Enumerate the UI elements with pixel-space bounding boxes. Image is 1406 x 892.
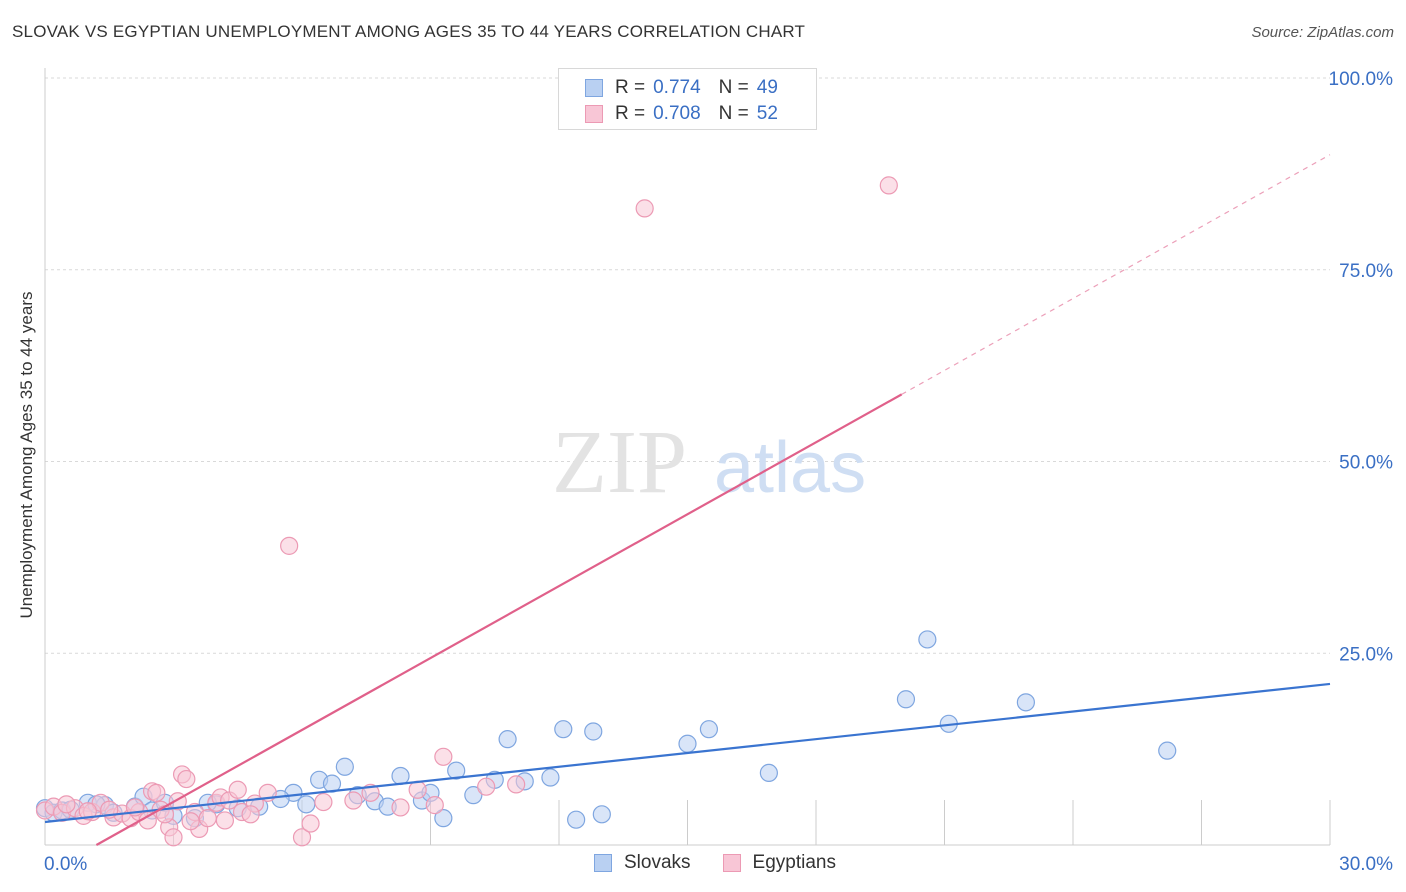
point-slovaks [896,690,916,709]
series-label-slovaks: Slovaks [624,852,691,873]
point-slovaks [699,720,719,739]
point-egyptians [507,775,526,794]
watermark-zip: ZIP [552,413,687,512]
point-slovaks [391,766,410,786]
point-egyptians [344,791,363,810]
trendline-egyptians-extension [901,154,1331,395]
y-tick-label: 50.0% [1339,453,1393,474]
point-egyptians [635,199,654,218]
y-tick-label: 75.0% [1339,261,1393,282]
point-egyptians [314,792,333,812]
point-egyptians [198,809,217,828]
point-egyptians [57,795,76,814]
point-egyptians [292,828,312,847]
point-egyptians [177,769,196,789]
y-tick-label: 100.0% [1329,69,1394,90]
legend-r-value: 0.708 [653,103,701,124]
point-egyptians [228,780,247,799]
y-tick-label: 25.0% [1339,644,1393,665]
point-slovaks [297,795,316,814]
legend-r-label: R = [615,77,646,98]
point-egyptians [434,747,453,766]
legend-swatch-egyptians [585,105,603,123]
point-slovaks [335,757,354,776]
series-swatch-egyptians [722,854,741,872]
chart-source: Source: ZipAtlas.com [1251,24,1394,41]
trend-layer [44,154,1331,846]
legend-r-value: 0.774 [653,77,701,98]
y-axis-label: Unemployment Among Ages 35 to 44 years [17,291,36,619]
point-egyptians [408,780,427,799]
point-egyptians [477,777,496,796]
legend-n-value: 49 [756,77,778,98]
series-legend: Slovaks Egyptians [594,852,868,874]
legend-row-egyptians: R = 0.708 N = 52 [585,103,778,125]
point-egyptians [280,536,299,555]
legend-n-value: 52 [756,103,778,124]
point-slovaks [1016,693,1035,712]
trendline-slovaks [44,682,1331,824]
tick-label-layer: 25.0% 50.0% 75.0% 100.0% 0.0% 30.0% [44,69,1393,875]
point-slovaks [498,730,517,749]
point-slovaks [464,786,483,805]
point-slovaks [567,810,586,829]
point-egyptians [78,802,97,821]
trendline-egyptians [95,393,903,846]
legend-r-label: R = [615,103,646,124]
x-tick-label: 30.0% [1339,854,1393,875]
point-slovaks [434,809,453,828]
legend-row-slovaks: R = 0.774 N = 49 [585,77,778,99]
point-slovaks [592,805,611,824]
correlation-legend: R = 0.774 N = 49 R = 0.708 N = 52 [558,68,817,130]
axes-layer [44,68,1331,846]
point-slovaks [1158,741,1177,760]
series-legend-slovaks[interactable]: Slovaks [594,852,691,874]
point-egyptians [241,805,260,824]
chart-title: SLOVAK VS EGYPTIAN UNEMPLOYMENT AMONG AG… [12,22,806,41]
series-legend-egyptians[interactable]: Egyptians [722,852,836,874]
point-slovaks [541,768,560,787]
grid-layer [45,77,1330,654]
point-slovaks [554,720,573,739]
point-slovaks [678,734,697,753]
point-slovaks [759,763,778,783]
point-egyptians [164,828,183,847]
watermark-atlas: atlas [714,428,866,508]
legend-swatch-slovaks [585,79,603,97]
point-egyptians [215,811,234,830]
point-egyptians [425,796,444,815]
point-egyptians [147,783,166,802]
point-egyptians [181,812,200,831]
point-slovaks [918,630,937,649]
series-label-egyptians: Egyptians [752,852,836,873]
point-egyptians [879,176,898,195]
point-egyptians [301,814,320,833]
watermark: ZIP atlas [552,413,866,512]
point-slovaks [584,722,603,741]
x-tick-label: 0.0% [44,854,87,875]
point-egyptians [391,798,410,817]
points-layer [35,176,1177,847]
point-egyptians [361,783,380,802]
legend-n-label: N = [718,77,749,98]
legend-n-label: N = [718,103,749,124]
series-swatch-slovaks [594,854,612,872]
point-slovaks [447,761,466,780]
